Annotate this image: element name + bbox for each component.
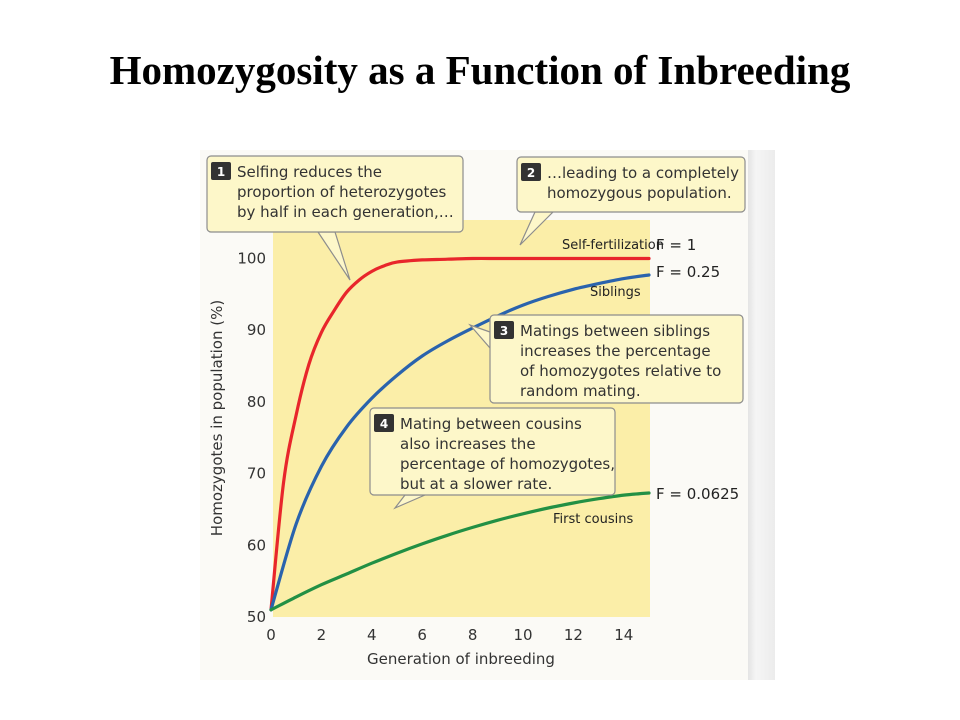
x-tick-label: 14 bbox=[614, 626, 633, 644]
x-axis-title: Generation of inbreeding bbox=[367, 650, 555, 668]
x-tick-label: 4 bbox=[367, 626, 377, 644]
callout-text-line: increases the percentage bbox=[520, 342, 711, 360]
slide-title: Homozygosity as a Function of Inbreeding bbox=[109, 47, 851, 93]
callout-text-line: homozygous population. bbox=[547, 184, 732, 202]
callout-text-line: …leading to a completely bbox=[547, 164, 739, 182]
y-tick-label: 70 bbox=[247, 465, 266, 483]
callout-number: 2 bbox=[527, 166, 535, 180]
page-edge bbox=[748, 150, 775, 680]
x-tick-label: 12 bbox=[564, 626, 583, 644]
y-tick-label: 50 bbox=[247, 608, 266, 626]
y-tick-label: 60 bbox=[247, 536, 266, 554]
callout-text-line: Matings between siblings bbox=[520, 322, 710, 340]
callout-number-badge bbox=[494, 321, 514, 339]
x-tick-label: 0 bbox=[266, 626, 276, 644]
callout-text-line: random mating. bbox=[520, 382, 641, 400]
callout-number-badge bbox=[211, 162, 231, 180]
series-line-self-fertilization bbox=[269, 256, 651, 612]
x-tick-label: 6 bbox=[417, 626, 427, 644]
callout-4: 4 Mating between cousins also increases th… bbox=[369, 407, 616, 510]
axis-ticks: 0 2 4 6 8 10 12 14 50 60 70 80 90 100 bbox=[237, 250, 633, 645]
callout-text-line: Selfing reduces the bbox=[237, 163, 382, 181]
y-tick-label: 80 bbox=[247, 393, 266, 411]
callout-3: 3 Matings between siblings increases the p… bbox=[468, 314, 744, 404]
f-value-label: F = 0.25 bbox=[656, 263, 720, 281]
callout-number-badge bbox=[374, 414, 394, 432]
callout-number-badge bbox=[521, 163, 541, 181]
x-tick-label: 2 bbox=[317, 626, 327, 644]
series-line-siblings bbox=[269, 273, 651, 612]
callout-text-line: Mating between cousins bbox=[400, 415, 582, 433]
callout-text-line: of homozygotes relative to bbox=[520, 362, 721, 380]
f-value-label: F = 0.0625 bbox=[656, 485, 739, 503]
callout-2: 2 …leading to a completely homozygous popu… bbox=[516, 156, 746, 246]
series-label-siblings: Siblings bbox=[590, 285, 641, 300]
x-tick-label: 10 bbox=[513, 626, 532, 644]
callout-fill bbox=[371, 409, 614, 494]
y-tick-label: 100 bbox=[237, 250, 266, 268]
callout-text-line: also increases the bbox=[400, 435, 536, 453]
callout-fill bbox=[208, 157, 462, 231]
series-lines bbox=[269, 256, 651, 612]
callout-number: 3 bbox=[500, 324, 508, 338]
y-tick-label: 90 bbox=[247, 321, 266, 339]
callout-1: 1 Selfing reduces the proportion of hetero… bbox=[206, 155, 464, 281]
series-line-first-cousins bbox=[269, 491, 651, 612]
y-axis-title: Homozygotes in population (%) bbox=[208, 300, 226, 536]
callout-number: 4 bbox=[380, 417, 388, 431]
f-value-label: F = 1 bbox=[656, 236, 696, 254]
callouts: 1 Selfing reduces the proportion of hetero… bbox=[206, 155, 746, 510]
x-tick-label: 8 bbox=[468, 626, 478, 644]
callout-fill bbox=[491, 316, 742, 402]
callout-fill bbox=[518, 158, 744, 211]
callout-text-line: but at a slower rate. bbox=[400, 475, 552, 493]
callout-text-line: proportion of heterozygotes bbox=[237, 183, 447, 201]
callout-number: 1 bbox=[217, 165, 225, 179]
series-label-first-cousins: First cousins bbox=[553, 512, 633, 527]
callout-text-line: by half in each generation,… bbox=[237, 203, 454, 221]
series-label-self-fertilization: Self-fertilization bbox=[562, 238, 664, 253]
callout-text-line: percentage of homozygotes, bbox=[400, 455, 615, 473]
